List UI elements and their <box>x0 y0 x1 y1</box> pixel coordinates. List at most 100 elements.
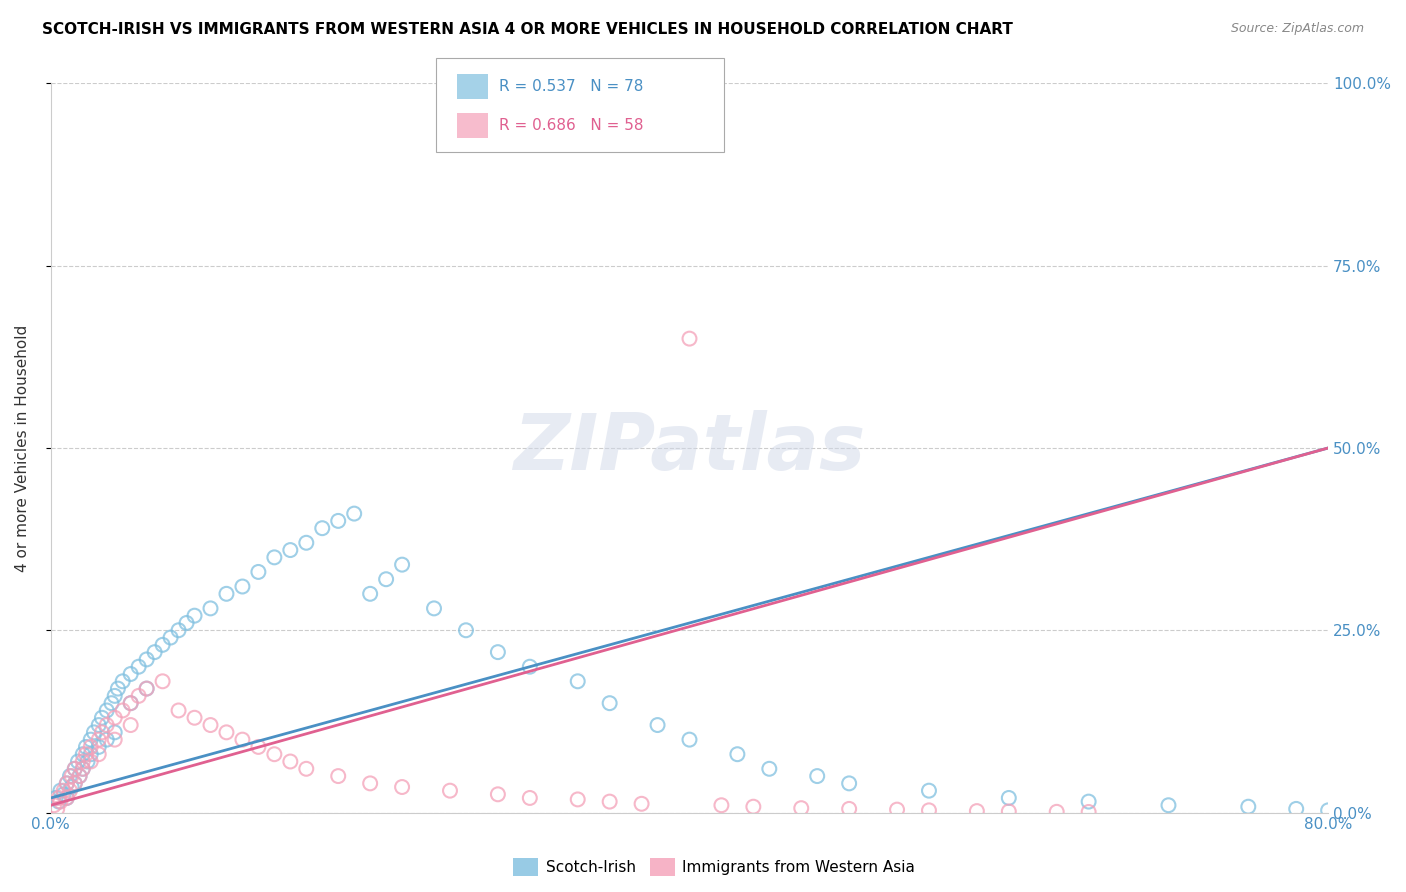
Point <box>1157 798 1180 813</box>
Point <box>790 801 813 815</box>
Point <box>647 718 669 732</box>
Point <box>107 681 129 696</box>
Point <box>1077 805 1099 819</box>
Point <box>72 755 94 769</box>
Point <box>87 739 110 754</box>
Point <box>52 787 75 801</box>
Point <box>742 799 765 814</box>
Text: R = 0.537   N = 78: R = 0.537 N = 78 <box>499 79 644 94</box>
Point <box>60 769 83 783</box>
Point <box>519 791 541 805</box>
Point <box>87 732 110 747</box>
Point <box>295 535 318 549</box>
Point <box>375 572 398 586</box>
Point <box>69 769 91 783</box>
Point <box>886 803 908 817</box>
Point <box>167 703 190 717</box>
Point <box>215 725 238 739</box>
Point <box>49 795 72 809</box>
Point <box>599 795 621 809</box>
Point <box>391 780 413 794</box>
Point <box>63 762 86 776</box>
Point <box>48 795 70 809</box>
Point <box>135 652 157 666</box>
Point <box>630 797 652 811</box>
Point <box>1285 802 1308 816</box>
Point <box>76 755 98 769</box>
Point <box>391 558 413 572</box>
Point <box>72 747 94 762</box>
Y-axis label: 4 or more Vehicles in Household: 4 or more Vehicles in Household <box>15 325 30 572</box>
Point <box>63 762 86 776</box>
Point <box>838 776 860 790</box>
Point <box>599 696 621 710</box>
Point <box>295 762 318 776</box>
Point <box>200 601 222 615</box>
Point <box>1317 803 1340 817</box>
Point <box>918 803 941 817</box>
Point <box>806 769 828 783</box>
Point <box>48 791 70 805</box>
Point <box>111 674 134 689</box>
Text: R = 0.686   N = 58: R = 0.686 N = 58 <box>499 119 644 133</box>
Point <box>328 514 350 528</box>
Point <box>918 783 941 797</box>
Point <box>87 747 110 762</box>
Point <box>423 601 446 615</box>
Point <box>135 681 157 696</box>
Point <box>104 725 127 739</box>
Point <box>128 659 150 673</box>
Point <box>128 689 150 703</box>
Point <box>359 587 381 601</box>
Point <box>90 711 112 725</box>
Point <box>183 711 205 725</box>
Point <box>72 762 94 776</box>
Point <box>100 696 122 710</box>
Point <box>152 638 174 652</box>
Point <box>263 747 285 762</box>
Text: ZIPatlas: ZIPatlas <box>513 410 866 486</box>
Point <box>104 689 127 703</box>
Point <box>328 769 350 783</box>
Point <box>176 615 198 630</box>
Text: Immigrants from Western Asia: Immigrants from Western Asia <box>682 861 915 875</box>
Point <box>725 747 748 762</box>
Point <box>42 798 65 813</box>
Point <box>59 769 82 783</box>
Point <box>710 798 733 813</box>
Text: Scotch-Irish: Scotch-Irish <box>546 861 636 875</box>
Point <box>80 739 103 754</box>
Point <box>278 755 301 769</box>
Point <box>311 521 333 535</box>
Point <box>56 791 79 805</box>
Point <box>567 674 589 689</box>
Point <box>75 747 97 762</box>
Point <box>454 624 477 638</box>
Point <box>56 791 79 805</box>
Point <box>63 776 86 790</box>
Point <box>83 725 105 739</box>
Point <box>215 587 238 601</box>
Point <box>75 739 97 754</box>
Point <box>1237 799 1260 814</box>
Point <box>80 732 103 747</box>
Point <box>56 776 79 790</box>
Point <box>183 608 205 623</box>
Point <box>96 703 118 717</box>
Point <box>1077 795 1099 809</box>
Point <box>966 804 988 818</box>
Point <box>52 783 75 797</box>
Point <box>104 711 127 725</box>
Point <box>439 783 461 797</box>
Point <box>486 645 509 659</box>
Point <box>56 776 79 790</box>
Point <box>200 718 222 732</box>
Point <box>159 631 181 645</box>
Point <box>66 755 89 769</box>
Point <box>45 791 67 805</box>
Point <box>96 732 118 747</box>
Text: Source: ZipAtlas.com: Source: ZipAtlas.com <box>1230 22 1364 36</box>
Point <box>80 755 103 769</box>
Point <box>278 543 301 558</box>
Point <box>486 787 509 801</box>
